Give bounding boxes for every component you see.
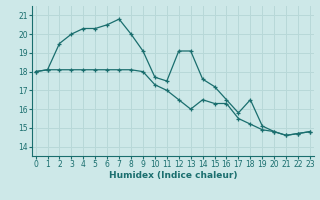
X-axis label: Humidex (Indice chaleur): Humidex (Indice chaleur) (108, 171, 237, 180)
